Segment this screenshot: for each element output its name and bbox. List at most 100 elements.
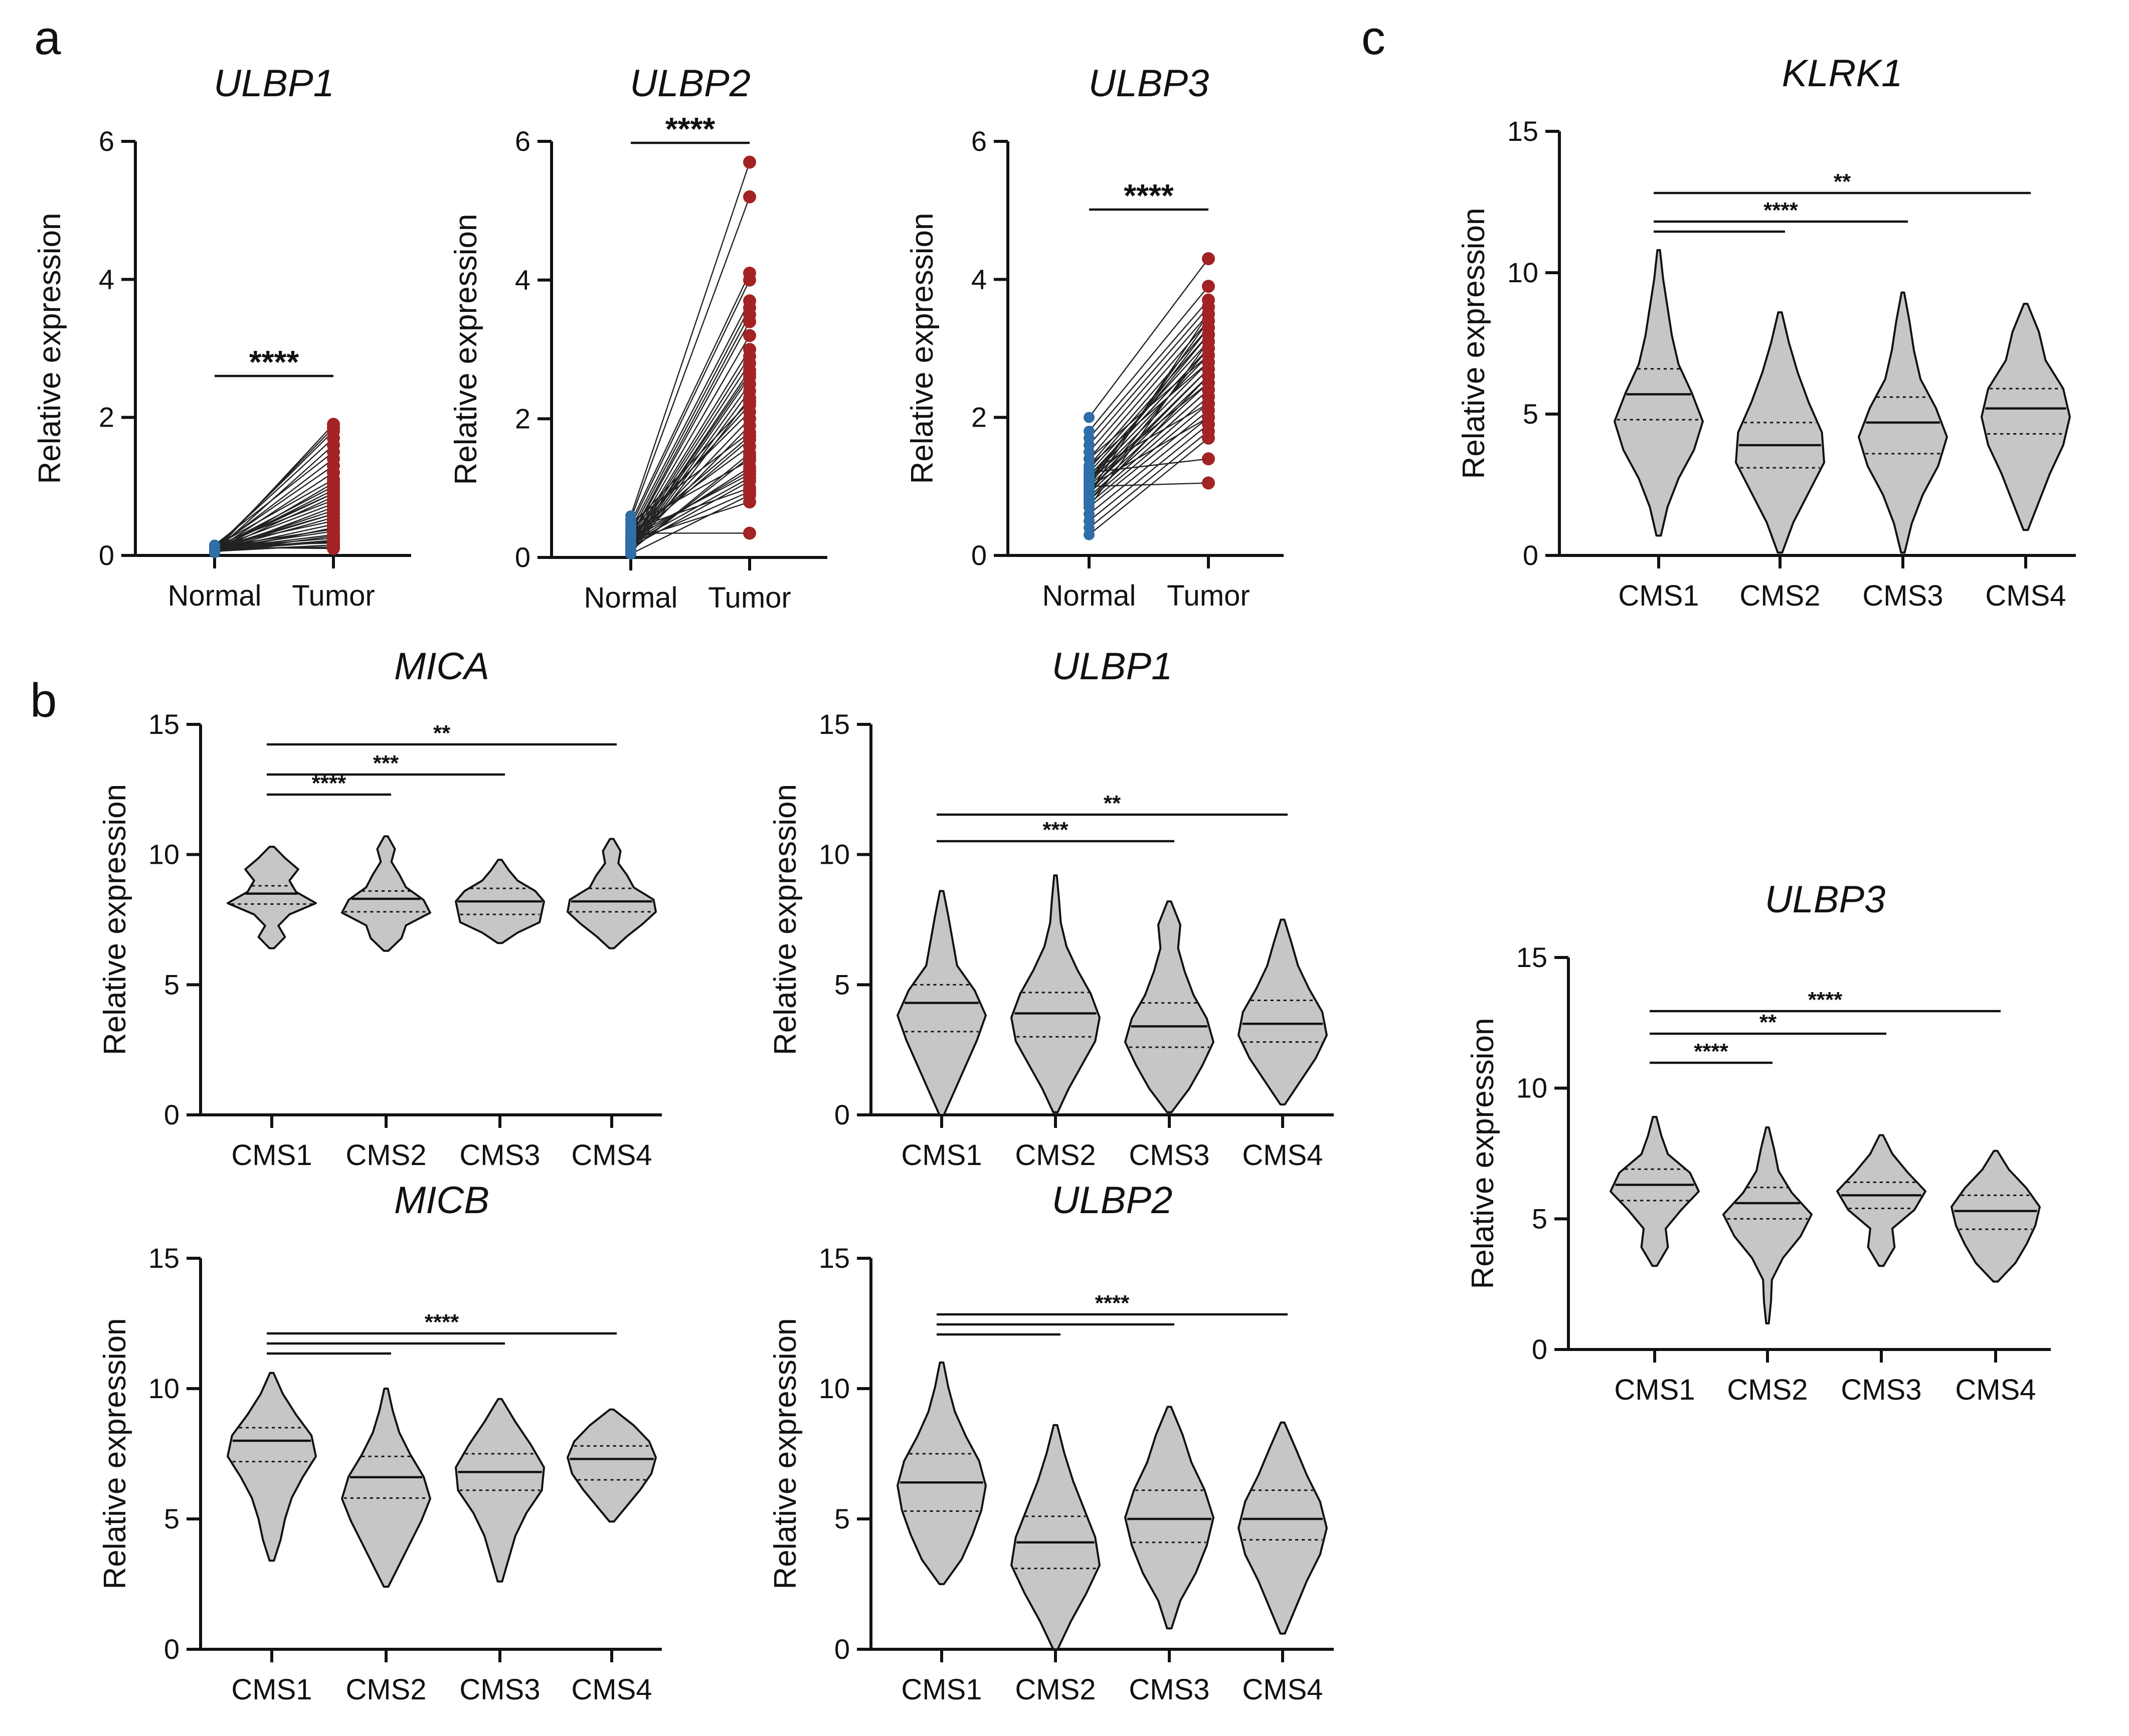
y-tick-label: 10	[819, 839, 850, 870]
violin-cms3	[1124, 1406, 1214, 1630]
pair-line	[1089, 313, 1209, 494]
normal-point	[1084, 501, 1095, 513]
violin-cms4	[1981, 303, 2071, 531]
normal-point	[625, 538, 636, 549]
y-tick-label: 15	[819, 1242, 850, 1274]
pair-line	[1089, 482, 1209, 487]
x-tick-label: CMS4	[1242, 1139, 1323, 1172]
chart-c_klrk1: KLRK1 Relative expression 0 5 10 15 CMS1 CMS2 CM…	[1457, 52, 2076, 612]
pair-line	[630, 197, 751, 520]
x-tick-label: CMS4	[571, 1139, 652, 1172]
x-tick-label: Normal	[1042, 580, 1136, 612]
x-tick-label: CMS1	[231, 1139, 312, 1172]
chart-a_ulbp2: ULBP2 Relative expression 0 2 4 6 Normal Tumor *…	[449, 62, 827, 614]
chart-title: MICB	[394, 1179, 489, 1222]
pair-line	[1089, 438, 1209, 535]
x-tick-label: CMS2	[1015, 1673, 1096, 1706]
normal-point	[1084, 488, 1095, 499]
pair-line	[630, 162, 751, 516]
x-tick-label: CMS1	[1618, 580, 1699, 612]
x-tick-label: CMS2	[1727, 1374, 1808, 1406]
pair-line	[214, 493, 334, 550]
pair-line	[1089, 431, 1209, 528]
tumor-point	[743, 190, 756, 204]
violin-cms4	[1950, 1149, 2041, 1283]
violin-cms3	[1124, 900, 1214, 1113]
significance-label: **	[433, 721, 451, 745]
normal-point	[209, 545, 220, 556]
tumor-point	[1202, 342, 1215, 355]
normal-point	[1084, 412, 1095, 423]
tumor-point	[743, 450, 756, 464]
x-tick-label: CMS2	[345, 1673, 426, 1706]
chart-b_mica: MICA Relative expression 0 5 10 15 CMS1 CMS2 CMS…	[98, 645, 662, 1172]
violin-cms2	[1735, 311, 1825, 554]
y-tick-label: 0	[99, 539, 114, 571]
pair-line	[1089, 361, 1209, 466]
pair-line	[630, 307, 751, 534]
pair-line	[1089, 286, 1209, 432]
violin-cms2	[1010, 1424, 1101, 1650]
pair-line	[630, 314, 751, 537]
pair-line	[630, 460, 750, 527]
tumor-point	[743, 485, 756, 498]
y-axis-label: Relative expression	[98, 784, 132, 1055]
pair-line	[1089, 410, 1209, 508]
chart-title: ULBP1	[214, 62, 334, 105]
tumor-point	[743, 315, 756, 328]
y-axis-label: Relative expression	[98, 1318, 132, 1589]
significance-label: **	[1104, 791, 1121, 816]
pair-line	[214, 465, 334, 548]
pair-line	[630, 491, 750, 544]
chart-title: ULBP3	[1765, 878, 1886, 921]
tumor-point	[327, 507, 340, 521]
pair-line	[630, 470, 750, 541]
x-tick-label: CMS1	[1614, 1374, 1695, 1406]
pair-line	[1089, 417, 1209, 487]
pair-line	[214, 527, 334, 553]
x-tick-label: Tumor	[1167, 580, 1250, 612]
y-tick-label: 4	[99, 263, 114, 295]
x-tick-label: CMS4	[1242, 1673, 1323, 1706]
y-tick-label: 4	[971, 263, 987, 295]
pair-line	[214, 544, 334, 551]
significance-label: ****	[425, 1310, 459, 1334]
violin-cms1	[227, 846, 317, 949]
chart-title: ULBP2	[630, 62, 751, 105]
significance-label: ****	[1808, 988, 1843, 1012]
pair-line	[214, 520, 334, 547]
tumor-point	[327, 487, 340, 500]
chart-title: KLRK1	[1782, 52, 1903, 95]
tumor-point	[743, 273, 756, 287]
violin-cms1	[1614, 249, 1704, 537]
x-tick-label: CMS1	[901, 1139, 982, 1172]
normal-point	[1084, 529, 1095, 540]
x-tick-label: Tumor	[292, 580, 375, 612]
significance-label: ****	[1095, 1291, 1130, 1315]
chart-b_ulbp1: ULBP1 Relative expression 0 5 10 15 CMS1 CMS2 CM…	[768, 645, 1334, 1172]
pair-line	[630, 477, 750, 544]
tumor-point	[1202, 280, 1215, 293]
x-tick-label: CMS4	[1985, 580, 2066, 612]
pair-line	[630, 273, 751, 523]
y-tick-label: 5	[834, 1503, 850, 1534]
y-tick-label: 10	[1507, 257, 1538, 288]
chart-b_micb: MICB Relative expression 0 5 10 15 CMS1 CMS2 CMS…	[98, 1179, 662, 1706]
y-axis-label: Relative expression	[768, 784, 803, 1055]
pair-line	[1089, 368, 1209, 491]
pair-line	[630, 356, 751, 544]
x-tick-label: CMS4	[571, 1673, 652, 1706]
pair-line	[1089, 396, 1209, 501]
x-tick-label: CMS2	[1015, 1139, 1096, 1172]
violin-cms4	[567, 838, 657, 949]
y-tick-label: 5	[1523, 398, 1538, 430]
pair-line	[1089, 327, 1209, 484]
tumor-point	[1202, 383, 1215, 397]
tumor-point	[1202, 452, 1215, 466]
pair-line	[1089, 258, 1209, 418]
pair-line	[214, 513, 334, 551]
y-tick-label: 6	[515, 125, 530, 157]
tumor-point	[743, 367, 756, 380]
x-tick-label: Tumor	[708, 582, 791, 614]
tumor-point	[743, 429, 756, 443]
